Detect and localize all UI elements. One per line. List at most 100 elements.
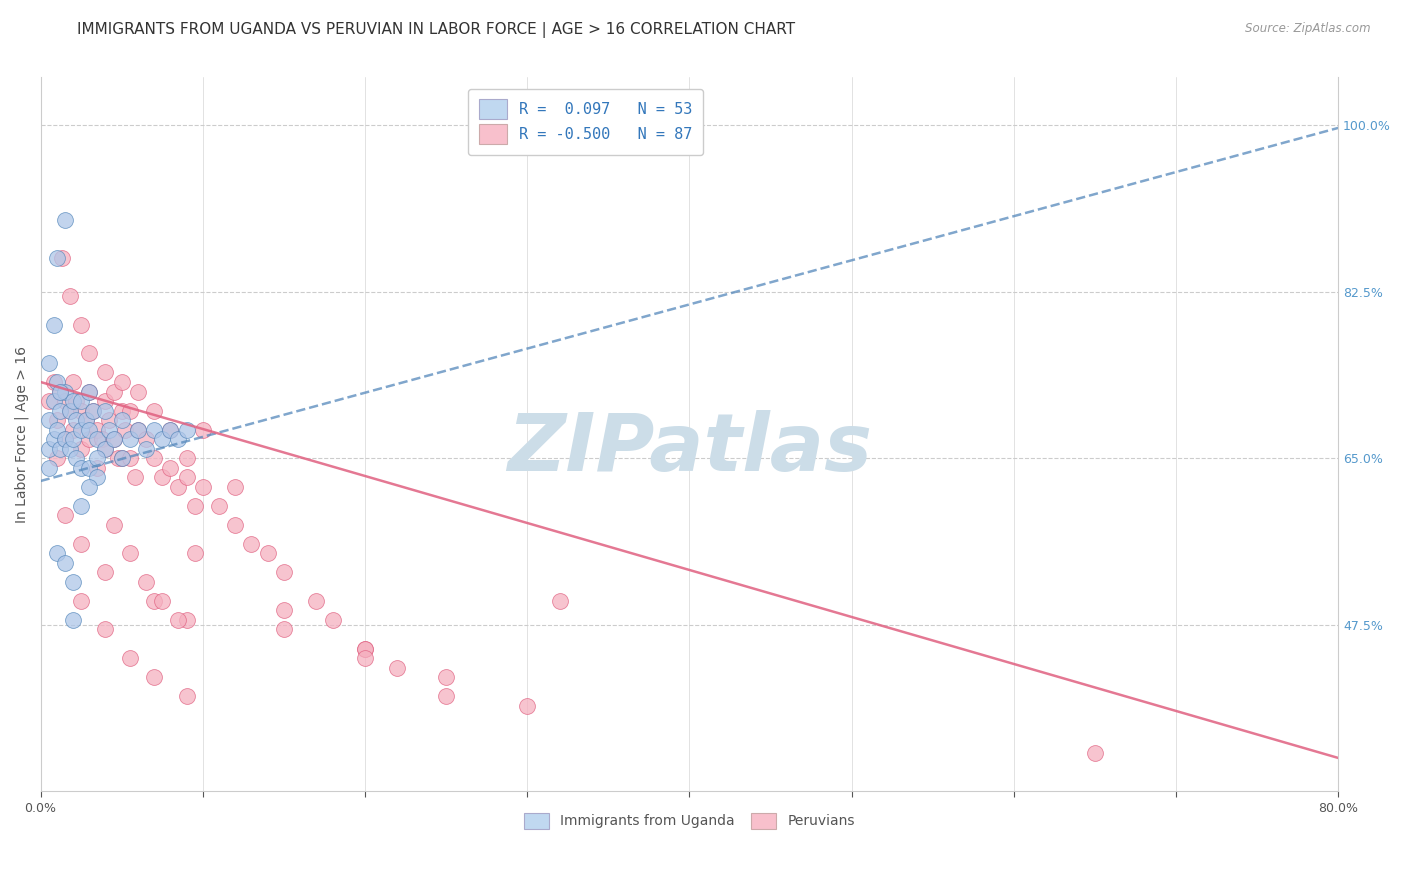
Point — [114, 423, 136, 437]
Point — [42, 394, 65, 409]
Point — [53, 213, 76, 227]
Text: ZIPatlas: ZIPatlas — [508, 409, 872, 488]
Point — [176, 613, 198, 627]
Point — [118, 546, 141, 560]
Point — [135, 442, 157, 456]
Point — [82, 403, 104, 417]
Point — [135, 432, 157, 446]
Point — [53, 556, 76, 570]
Point — [183, 499, 205, 513]
Point — [118, 651, 141, 665]
Point — [42, 318, 65, 332]
Point — [65, 451, 87, 466]
Point — [159, 423, 181, 437]
Point — [208, 499, 231, 513]
Point — [59, 403, 82, 417]
Point — [224, 480, 246, 494]
Point — [516, 698, 538, 713]
Point — [62, 432, 84, 446]
Point — [77, 346, 100, 360]
Point — [45, 546, 67, 560]
Point — [176, 689, 198, 703]
Point — [94, 442, 117, 456]
Point — [167, 613, 190, 627]
Point — [53, 432, 76, 446]
Point — [176, 470, 198, 484]
Point — [38, 394, 60, 409]
Point — [38, 460, 60, 475]
Point — [305, 594, 328, 608]
Point — [77, 480, 100, 494]
Y-axis label: In Labor Force | Age > 16: In Labor Force | Age > 16 — [15, 346, 30, 523]
Point — [42, 375, 65, 389]
Point — [354, 641, 377, 656]
Point — [86, 460, 108, 475]
Point — [62, 574, 84, 589]
Point — [167, 480, 190, 494]
Point — [354, 641, 377, 656]
Point — [65, 413, 87, 427]
Point — [59, 403, 82, 417]
Point — [97, 413, 120, 427]
Point — [176, 423, 198, 437]
Point — [1084, 746, 1107, 760]
Point — [135, 574, 157, 589]
Point — [127, 423, 149, 437]
Point — [176, 451, 198, 466]
Point — [77, 384, 100, 399]
Point — [70, 423, 93, 437]
Point — [59, 442, 82, 456]
Point — [150, 470, 173, 484]
Point — [70, 442, 93, 456]
Point — [94, 442, 117, 456]
Point — [94, 394, 117, 409]
Point — [111, 375, 134, 389]
Point — [53, 384, 76, 399]
Point — [94, 566, 117, 580]
Point — [86, 451, 108, 466]
Point — [434, 670, 457, 684]
Point — [159, 423, 181, 437]
Point — [70, 460, 93, 475]
Point — [143, 423, 166, 437]
Point — [75, 413, 97, 427]
Point — [124, 470, 146, 484]
Point — [434, 689, 457, 703]
Point — [150, 432, 173, 446]
Point — [45, 413, 67, 427]
Point — [103, 432, 125, 446]
Point — [111, 413, 134, 427]
Point — [167, 432, 190, 446]
Text: Source: ZipAtlas.com: Source: ZipAtlas.com — [1246, 22, 1371, 36]
Point — [49, 403, 72, 417]
Point — [49, 442, 72, 456]
Point — [150, 594, 173, 608]
Point — [548, 594, 571, 608]
Point — [75, 413, 97, 427]
Point — [94, 366, 117, 380]
Point — [256, 546, 278, 560]
Point — [111, 451, 134, 466]
Point — [86, 423, 108, 437]
Point — [49, 384, 72, 399]
Point — [70, 318, 93, 332]
Point — [70, 537, 93, 551]
Point — [77, 384, 100, 399]
Point — [38, 442, 60, 456]
Point — [273, 566, 295, 580]
Point — [191, 423, 214, 437]
Point — [70, 394, 93, 409]
Point — [118, 403, 141, 417]
Point — [45, 451, 67, 466]
Point — [127, 423, 149, 437]
Point — [191, 480, 214, 494]
Point — [82, 403, 104, 417]
Point — [111, 403, 134, 417]
Point — [77, 460, 100, 475]
Point — [51, 252, 73, 266]
Point — [118, 432, 141, 446]
Point — [103, 384, 125, 399]
Point — [273, 603, 295, 617]
Point — [45, 375, 67, 389]
Point — [53, 508, 76, 523]
